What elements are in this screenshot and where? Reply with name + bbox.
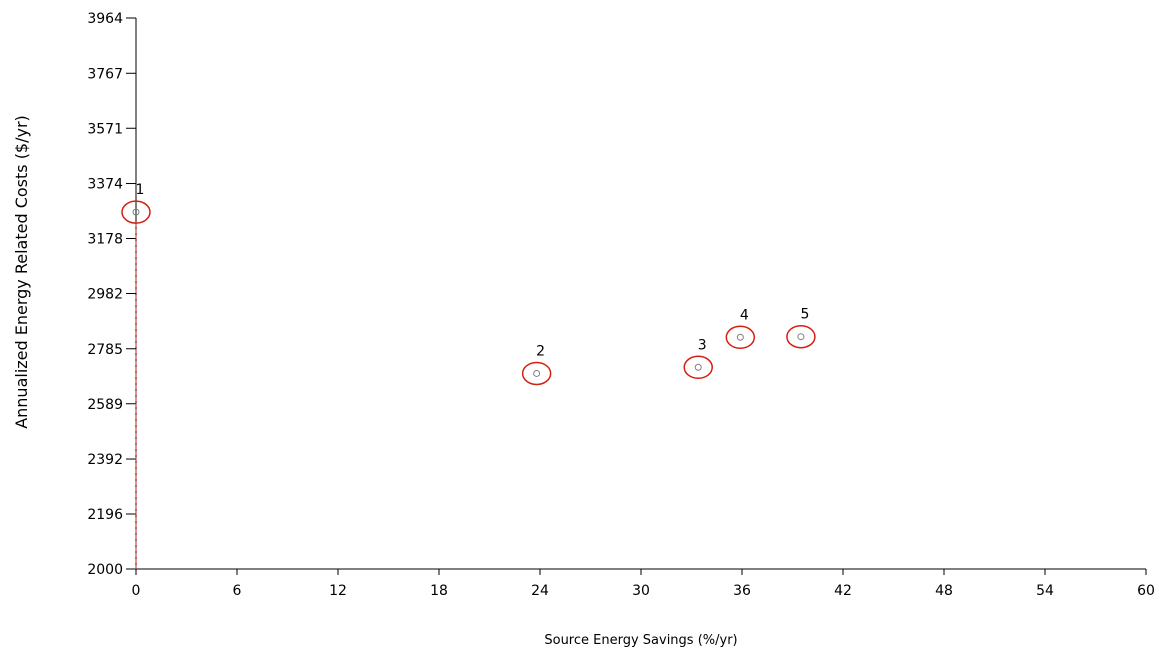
y-tick-label: 3178: [87, 232, 123, 248]
y-tick-label: 2392: [87, 452, 123, 468]
x-tick-label: 36: [733, 583, 751, 599]
y-tick-label: 2589: [87, 397, 123, 413]
data-point-label: 1: [136, 182, 145, 198]
data-point-label: 2: [536, 343, 545, 359]
data-point-ring: [121, 200, 151, 224]
data-point-label: 3: [698, 337, 707, 353]
data-point-label: 5: [800, 307, 809, 323]
x-tick-label: 24: [531, 583, 549, 599]
data-point: [797, 333, 805, 341]
x-tick-label: 12: [329, 583, 347, 599]
data-point: [694, 363, 702, 371]
data-point-ring: [521, 361, 552, 386]
x-tick-label: 6: [233, 583, 242, 599]
y-axis-title: Annualized Energy Related Costs ($/yr): [12, 115, 31, 429]
y-tick-label: 2785: [87, 342, 123, 358]
x-tick-label: 54: [1036, 583, 1054, 599]
data-series: 1 2 3 4 5: [121, 182, 816, 569]
data-point-ring: [786, 324, 816, 349]
data-point-label: 4: [740, 307, 749, 323]
y-tick-label: 3964: [87, 11, 123, 27]
data-point-ring: [683, 355, 713, 380]
data-point: [533, 369, 541, 377]
data-point: [736, 333, 744, 341]
x-tick-label: 48: [935, 583, 953, 599]
y-tick-label: 2982: [87, 287, 123, 303]
x-axis-title: Source Energy Savings (%/yr): [544, 633, 737, 648]
y-tick-label: 2000: [87, 562, 123, 578]
x-tick-label: 30: [632, 583, 650, 599]
x-tick-label: 60: [1137, 583, 1155, 599]
y-tick-label: 3571: [87, 121, 123, 137]
data-point: [132, 208, 140, 216]
x-tick-label: 42: [834, 583, 852, 599]
y-tick-label: 3374: [87, 177, 123, 193]
y-tick-label: 3767: [87, 66, 123, 82]
y-tick-label: 2196: [87, 507, 123, 523]
x-tick-label: 18: [430, 583, 448, 599]
x-tick-label: 0: [132, 583, 141, 599]
data-point-ring: [725, 325, 756, 350]
axes: 2000 2196 2392 2589 2785 2982 3178 3374 3571 3767…: [87, 11, 1155, 599]
